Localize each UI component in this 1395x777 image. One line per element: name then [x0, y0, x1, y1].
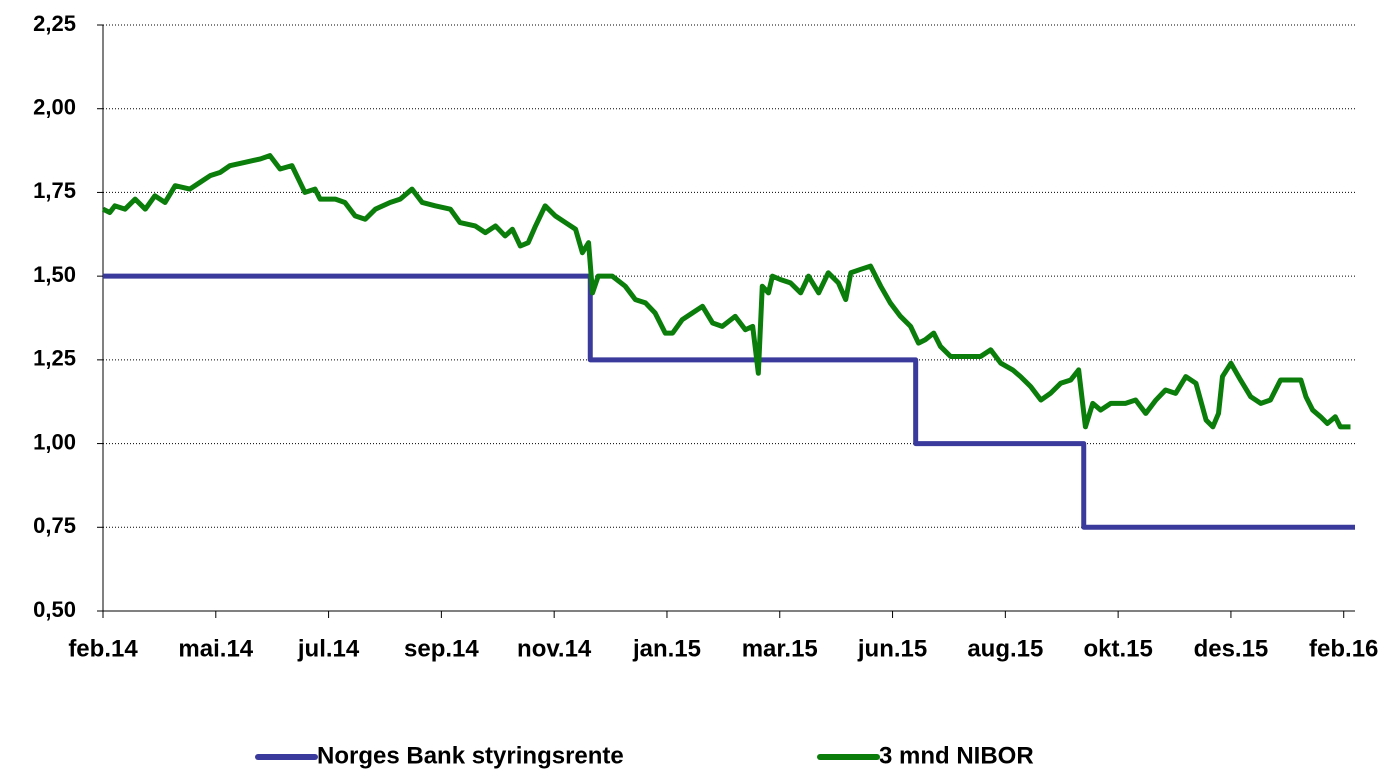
- line-series: [101, 153, 1351, 430]
- legend-label: 3 mnd NIBOR: [879, 742, 1034, 769]
- x-tick-label: jun.15: [857, 635, 927, 662]
- x-tick-label: jan.15: [632, 635, 701, 662]
- x-tick-label: des.15: [1194, 635, 1269, 662]
- line-series: [103, 273, 1355, 530]
- y-tick-label: 1,00: [33, 429, 76, 454]
- y-tick-label: 1,75: [33, 178, 76, 203]
- y-tick-label: 2,00: [33, 95, 76, 120]
- x-tick-label: feb.14: [68, 635, 138, 662]
- legend-label: Norges Bank styringsrente: [317, 742, 624, 769]
- y-tick-label: 2,25: [33, 11, 76, 36]
- x-tick-label: jul.14: [297, 635, 360, 662]
- x-tick-label: feb.16: [1309, 635, 1378, 662]
- x-tick-label: mar.15: [742, 635, 818, 662]
- y-tick-label: 1,25: [33, 346, 76, 371]
- x-tick-label: mai.14: [178, 635, 253, 662]
- y-tick-label: 1,50: [33, 262, 76, 287]
- x-tick-label: nov.14: [517, 635, 592, 662]
- y-tick-label: 0,75: [33, 513, 76, 538]
- x-tick-label: okt.15: [1083, 635, 1152, 662]
- y-tick-label: 0,50: [33, 597, 76, 622]
- x-tick-label: aug.15: [967, 635, 1043, 662]
- x-tick-label: sep.14: [404, 635, 479, 662]
